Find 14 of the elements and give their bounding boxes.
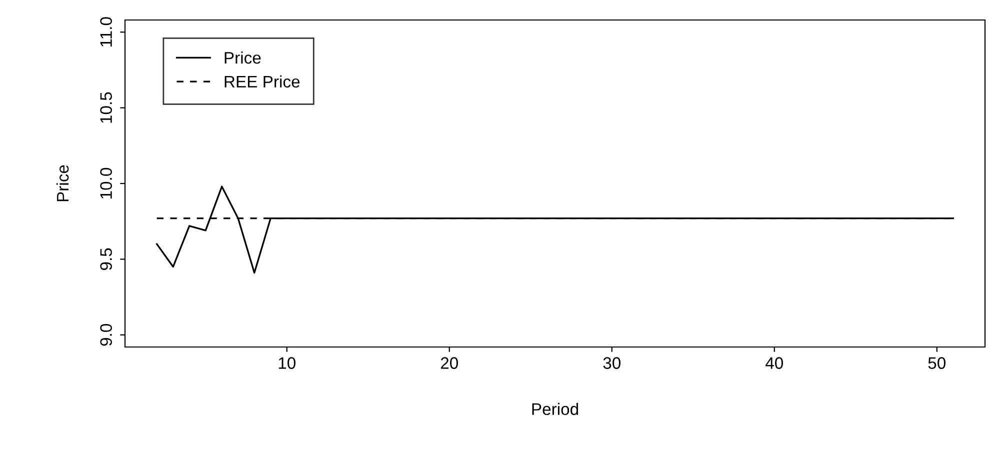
x-axis-title: Period xyxy=(532,402,578,416)
y-tick-label: 9.5 xyxy=(100,248,112,270)
y-tick-label: 10.5 xyxy=(100,92,112,123)
x-tick-label: 50 xyxy=(928,357,946,369)
x-tick-label: 20 xyxy=(440,357,458,369)
y-tick-label: 11.0 xyxy=(100,17,112,46)
x-tick-label: 30 xyxy=(603,357,620,369)
y-axis-title: Price xyxy=(56,165,69,202)
x-tick-label: 40 xyxy=(766,357,784,369)
legend-label: Price xyxy=(224,51,261,64)
x-tick-label: 10 xyxy=(278,357,296,369)
y-tick-label: 9.0 xyxy=(100,324,112,346)
y-tick-label: 10.0 xyxy=(100,168,112,198)
legend-label: REE Price xyxy=(224,75,300,88)
